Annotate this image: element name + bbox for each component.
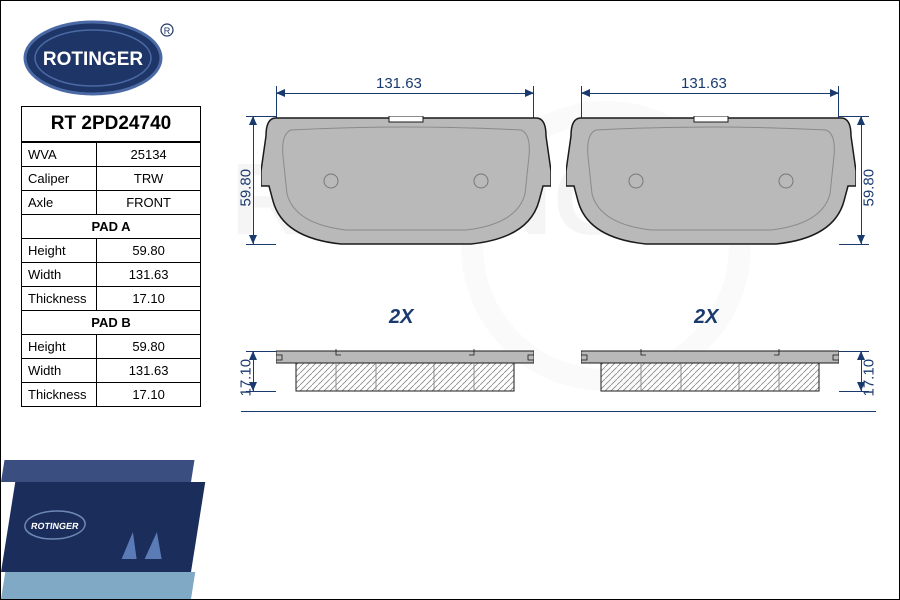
table-row: CaliperTRW [22, 167, 201, 191]
box-lid [1, 460, 194, 482]
dim-arrow-icon [857, 116, 865, 125]
table-row: PAD B [22, 311, 201, 335]
dim-line [581, 93, 839, 94]
table-row: PAD A [22, 215, 201, 239]
spec-value: FRONT [97, 191, 201, 215]
pad-side-b [581, 349, 839, 397]
dim-arrow-icon [857, 235, 865, 244]
spec-value: 25134 [97, 143, 201, 167]
spec-label: Thickness [22, 383, 97, 407]
spec-label: Thickness [22, 287, 97, 311]
table-row: Width131.63 [22, 359, 201, 383]
spec-label: Axle [22, 191, 97, 215]
table-row: Width131.63 [22, 263, 201, 287]
spec-value: 131.63 [97, 359, 201, 383]
spec-label: Height [22, 335, 97, 359]
pad-front-a [261, 116, 551, 251]
table-row: Thickness17.10 [22, 383, 201, 407]
spec-value: 17.10 [97, 287, 201, 311]
box-base [1, 572, 195, 599]
dim-height-right: 59.80 [861, 157, 878, 207]
spec-label: WVA [22, 143, 97, 167]
table-row: AxleFRONT [22, 191, 201, 215]
dim-arrow-icon [249, 116, 257, 125]
product-box-illustration: ROTINGER [1, 469, 201, 599]
pad-side-a [276, 349, 534, 397]
spec-label: Width [22, 359, 97, 383]
spec-value: 17.10 [97, 383, 201, 407]
dim-thickness-right: 17.10 [861, 347, 878, 397]
spec-value: 59.80 [97, 239, 201, 263]
qty-label-a: 2X [389, 306, 413, 329]
dim-line [276, 93, 534, 94]
logo-text: ROTINGER [43, 49, 144, 70]
datasheet: ROTINGER ROTINGER R RT 2PD24740 WVA25134… [0, 0, 900, 600]
technical-drawing: 131.63 131.63 59.80 59.80 [231, 31, 891, 571]
pad-front-b [566, 116, 856, 251]
dim-arrow-icon [276, 89, 285, 97]
box-logo-icon: ROTINGER [20, 509, 90, 541]
spec-value: TRW [97, 167, 201, 191]
dim-width-a: 131.63 [376, 75, 422, 92]
spec-value: 59.80 [97, 335, 201, 359]
table-row: Thickness17.10 [22, 287, 201, 311]
svg-text:R: R [164, 26, 171, 36]
spec-value: 131.63 [97, 263, 201, 287]
table-row: Height59.80 [22, 239, 201, 263]
table-row: WVA25134 [22, 143, 201, 167]
dim-height-left: 59.80 [238, 157, 255, 207]
spec-table: WVA25134 CaliperTRW AxleFRONT PAD A Heig… [21, 142, 201, 407]
brand-logo: ROTINGER R [21, 16, 186, 101]
dim-arrow-icon [581, 89, 590, 97]
svg-text:ROTINGER: ROTINGER [30, 521, 79, 531]
spec-label: Height [22, 239, 97, 263]
dim-thickness-left: 17.10 [238, 347, 255, 397]
pad-b-header: PAD B [22, 311, 201, 335]
pad-a-header: PAD A [22, 215, 201, 239]
spec-label: Width [22, 263, 97, 287]
part-number: RT 2PD24740 [21, 106, 201, 142]
qty-label-b: 2X [694, 306, 718, 329]
spec-panel: RT 2PD24740 WVA25134 CaliperTRW AxleFRON… [21, 106, 201, 407]
dim-width-b: 131.63 [681, 75, 727, 92]
dim-line [241, 411, 876, 412]
box-mark-icon [116, 524, 172, 564]
spec-label: Caliper [22, 167, 97, 191]
table-row: Height59.80 [22, 335, 201, 359]
dim-arrow-icon [249, 235, 257, 244]
